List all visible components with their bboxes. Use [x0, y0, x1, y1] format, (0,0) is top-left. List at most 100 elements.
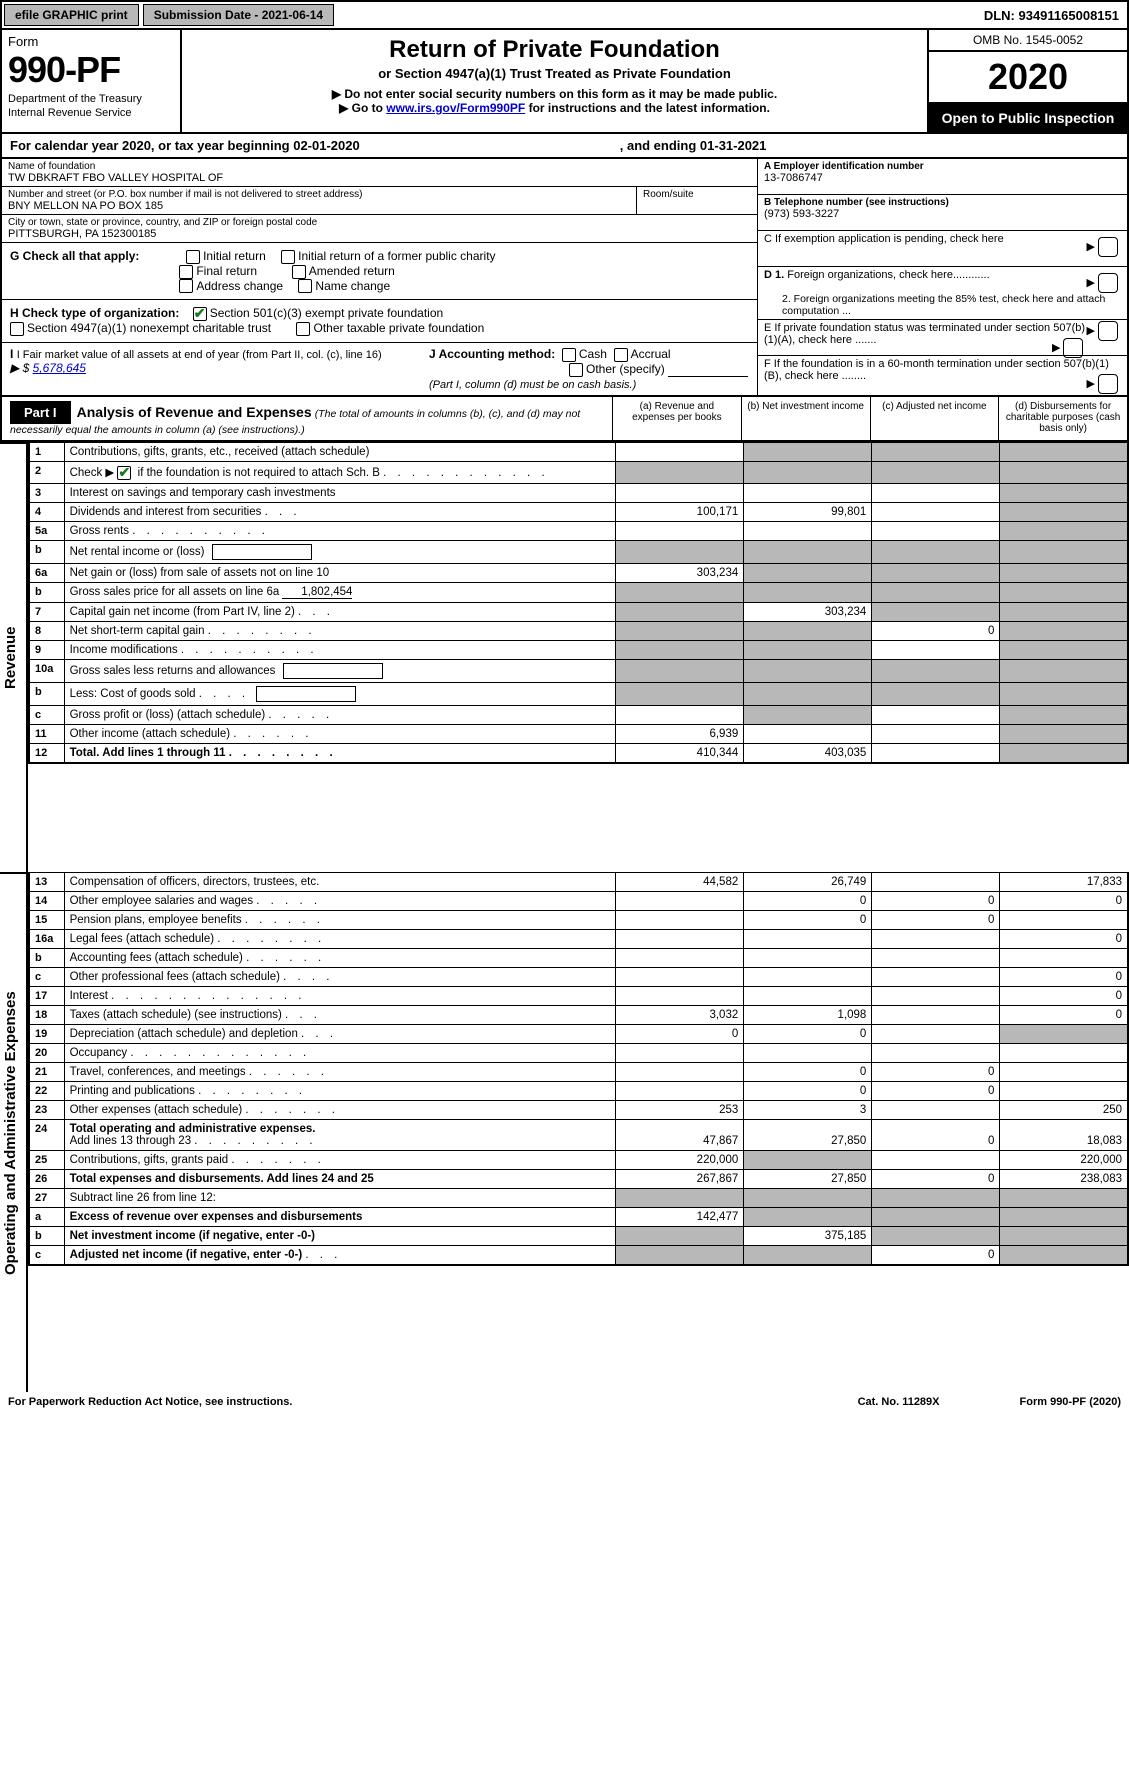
table-row: 12Total. Add lines 1 through 11 . . . . … [29, 743, 1128, 763]
table-row: 18Taxes (attach schedule) (see instructi… [29, 1005, 1128, 1024]
efile-button[interactable]: efile GRAPHIC print [4, 4, 139, 26]
h-row: H Check type of organization: Section 50… [2, 300, 757, 343]
table-row: 3Interest on savings and temporary cash … [29, 483, 1128, 502]
table-row: 20Occupancy . . . . . . . . . . . . . [29, 1043, 1128, 1062]
form-ref: Form 990-PF (2020) [1020, 1396, 1121, 1408]
part1-badge: Part I [10, 401, 71, 424]
foundation-name: TW DBKRAFT FBO VALLEY HOSPITAL OF [8, 172, 751, 184]
dept-treasury: Department of the Treasury [8, 93, 174, 105]
info-grid: Name of foundation TW DBKRAFT FBO VALLEY… [0, 159, 1129, 397]
form-number: 990-PF [8, 49, 174, 91]
f-label: F If the foundation is in a 60-month ter… [764, 358, 1109, 382]
addr-label: Number and street (or P.O. box number if… [8, 189, 630, 200]
table-row: 11Other income (attach schedule) . . . .… [29, 724, 1128, 743]
amended-return-checkbox[interactable] [292, 265, 306, 279]
table-row: bLess: Cost of goods sold . . . . [29, 682, 1128, 705]
col-c-header: (c) Adjusted net income [870, 397, 999, 440]
g-row: G Check all that apply: Initial return I… [2, 243, 757, 300]
table-row: 1Contributions, gifts, grants, etc., rec… [29, 442, 1128, 461]
table-row: bAccounting fees (attach schedule) . . .… [29, 948, 1128, 967]
table-row: aExcess of revenue over expenses and dis… [29, 1207, 1128, 1226]
ein-label: A Employer identification number [764, 161, 1121, 172]
table-row: cGross profit or (loss) (attach schedule… [29, 705, 1128, 724]
col-a-header: (a) Revenue and expenses per books [612, 397, 741, 440]
4947-checkbox[interactable] [10, 322, 24, 336]
c-label: C If exemption application is pending, c… [764, 233, 1004, 245]
top-bar: efile GRAPHIC print Submission Date - 20… [0, 0, 1129, 30]
dept-irs: Internal Revenue Service [8, 107, 174, 119]
dln-label: DLN: 93491165008151 [984, 8, 1125, 23]
accrual-checkbox[interactable] [614, 348, 628, 362]
table-row: 2Check ▶ if the foundation is not requir… [29, 461, 1128, 483]
room-label: Room/suite [637, 187, 757, 214]
d2-checkbox[interactable] [1098, 321, 1118, 341]
address-change-checkbox[interactable] [179, 279, 193, 293]
ein-value: 13-7086747 [764, 172, 1121, 184]
table-row: 26Total expenses and disbursements. Add … [29, 1169, 1128, 1188]
final-return-checkbox[interactable] [179, 265, 193, 279]
table-row: 7Capital gain net income (from Part IV, … [29, 602, 1128, 621]
phone-value: (973) 593-3227 [764, 208, 1121, 220]
table-row: 15Pension plans, employee benefits . . .… [29, 910, 1128, 929]
goto-note: ▶ Go to www.irs.gov/Form990PF for instru… [192, 101, 917, 115]
paperwork-notice: For Paperwork Reduction Act Notice, see … [8, 1396, 292, 1408]
name-change-checkbox[interactable] [298, 279, 312, 293]
address: BNY MELLON NA PO BOX 185 [8, 200, 630, 212]
table-row: 4Dividends and interest from securities … [29, 502, 1128, 521]
other-method-checkbox[interactable] [569, 363, 583, 377]
d1-label: D 1. Foreign organizations, check here..… [764, 269, 990, 281]
ssn-note: ▶ Do not enter social security numbers o… [192, 87, 917, 101]
d2-label: 2. Foreign organizations meeting the 85%… [764, 293, 1121, 317]
city-label: City or town, state or province, country… [8, 217, 751, 228]
col-b-header: (b) Net investment income [741, 397, 870, 440]
form-title: Return of Private Foundation [192, 36, 917, 64]
table-row: bNet investment income (if negative, ent… [29, 1226, 1128, 1245]
table-row: 13Compensation of officers, directors, t… [29, 872, 1128, 891]
form-header: Form 990-PF Department of the Treasury I… [0, 30, 1129, 134]
initial-return-checkbox[interactable] [186, 250, 200, 264]
table-row: 8Net short-term capital gain . . . . . .… [29, 621, 1128, 640]
e-label: E If private foundation status was termi… [764, 322, 1085, 346]
col-d-header: (d) Disbursements for charitable purpose… [998, 397, 1127, 440]
part1-header: Part I Analysis of Revenue and Expenses … [0, 397, 1129, 442]
table-row: 22Printing and publications . . . . . . … [29, 1081, 1128, 1100]
phone-label: B Telephone number (see instructions) [764, 197, 1121, 208]
name-label: Name of foundation [8, 161, 751, 172]
tax-year: 2020 [929, 52, 1127, 104]
cash-checkbox[interactable] [562, 348, 576, 362]
table-row: 10aGross sales less returns and allowanc… [29, 659, 1128, 682]
table-row: 27Subtract line 26 from line 12: [29, 1188, 1128, 1207]
expenses-table: 13Compensation of officers, directors, t… [28, 872, 1129, 1266]
revenue-side-label: Revenue [0, 442, 28, 872]
ij-row: I I Fair market value of all assets at e… [2, 343, 757, 395]
fmv-link[interactable]: 5,678,645 [33, 361, 86, 375]
form-word: Form [8, 34, 174, 49]
table-row: cAdjusted net income (if negative, enter… [29, 1245, 1128, 1265]
table-row: cOther professional fees (attach schedul… [29, 967, 1128, 986]
irs-link[interactable]: www.irs.gov/Form990PF [386, 101, 525, 115]
revenue-table: 1Contributions, gifts, grants, etc., rec… [28, 442, 1129, 764]
table-row: 21Travel, conferences, and meetings . . … [29, 1062, 1128, 1081]
table-row: 9Income modifications . . . . . . . . . … [29, 640, 1128, 659]
table-row: 25Contributions, gifts, grants paid . . … [29, 1150, 1128, 1169]
table-row: bGross sales price for all assets on lin… [29, 582, 1128, 602]
d1-checkbox[interactable] [1098, 273, 1118, 293]
table-row: bNet rental income or (loss) [29, 540, 1128, 563]
f-checkbox[interactable] [1098, 374, 1118, 394]
501c3-checkbox[interactable] [193, 307, 207, 321]
table-row: 16aLegal fees (attach schedule) . . . . … [29, 929, 1128, 948]
initial-former-checkbox[interactable] [281, 250, 295, 264]
table-row: 23Other expenses (attach schedule) . . .… [29, 1100, 1128, 1119]
schb-checkbox[interactable] [117, 466, 131, 480]
expenses-side-label: Operating and Administrative Expenses [0, 872, 28, 1392]
e-checkbox[interactable] [1063, 338, 1083, 358]
table-row: 19Depreciation (attach schedule) and dep… [29, 1024, 1128, 1043]
city-value: PITTSBURGH, PA 152300185 [8, 228, 751, 240]
other-taxable-checkbox[interactable] [296, 322, 310, 336]
form-subtitle: or Section 4947(a)(1) Trust Treated as P… [192, 66, 917, 81]
cat-no: Cat. No. 11289X [858, 1396, 940, 1408]
table-row: 24Total operating and administrative exp… [29, 1119, 1128, 1150]
omb-number: OMB No. 1545-0052 [929, 30, 1127, 52]
open-public: Open to Public Inspection [929, 104, 1127, 132]
c-checkbox[interactable] [1098, 237, 1118, 257]
